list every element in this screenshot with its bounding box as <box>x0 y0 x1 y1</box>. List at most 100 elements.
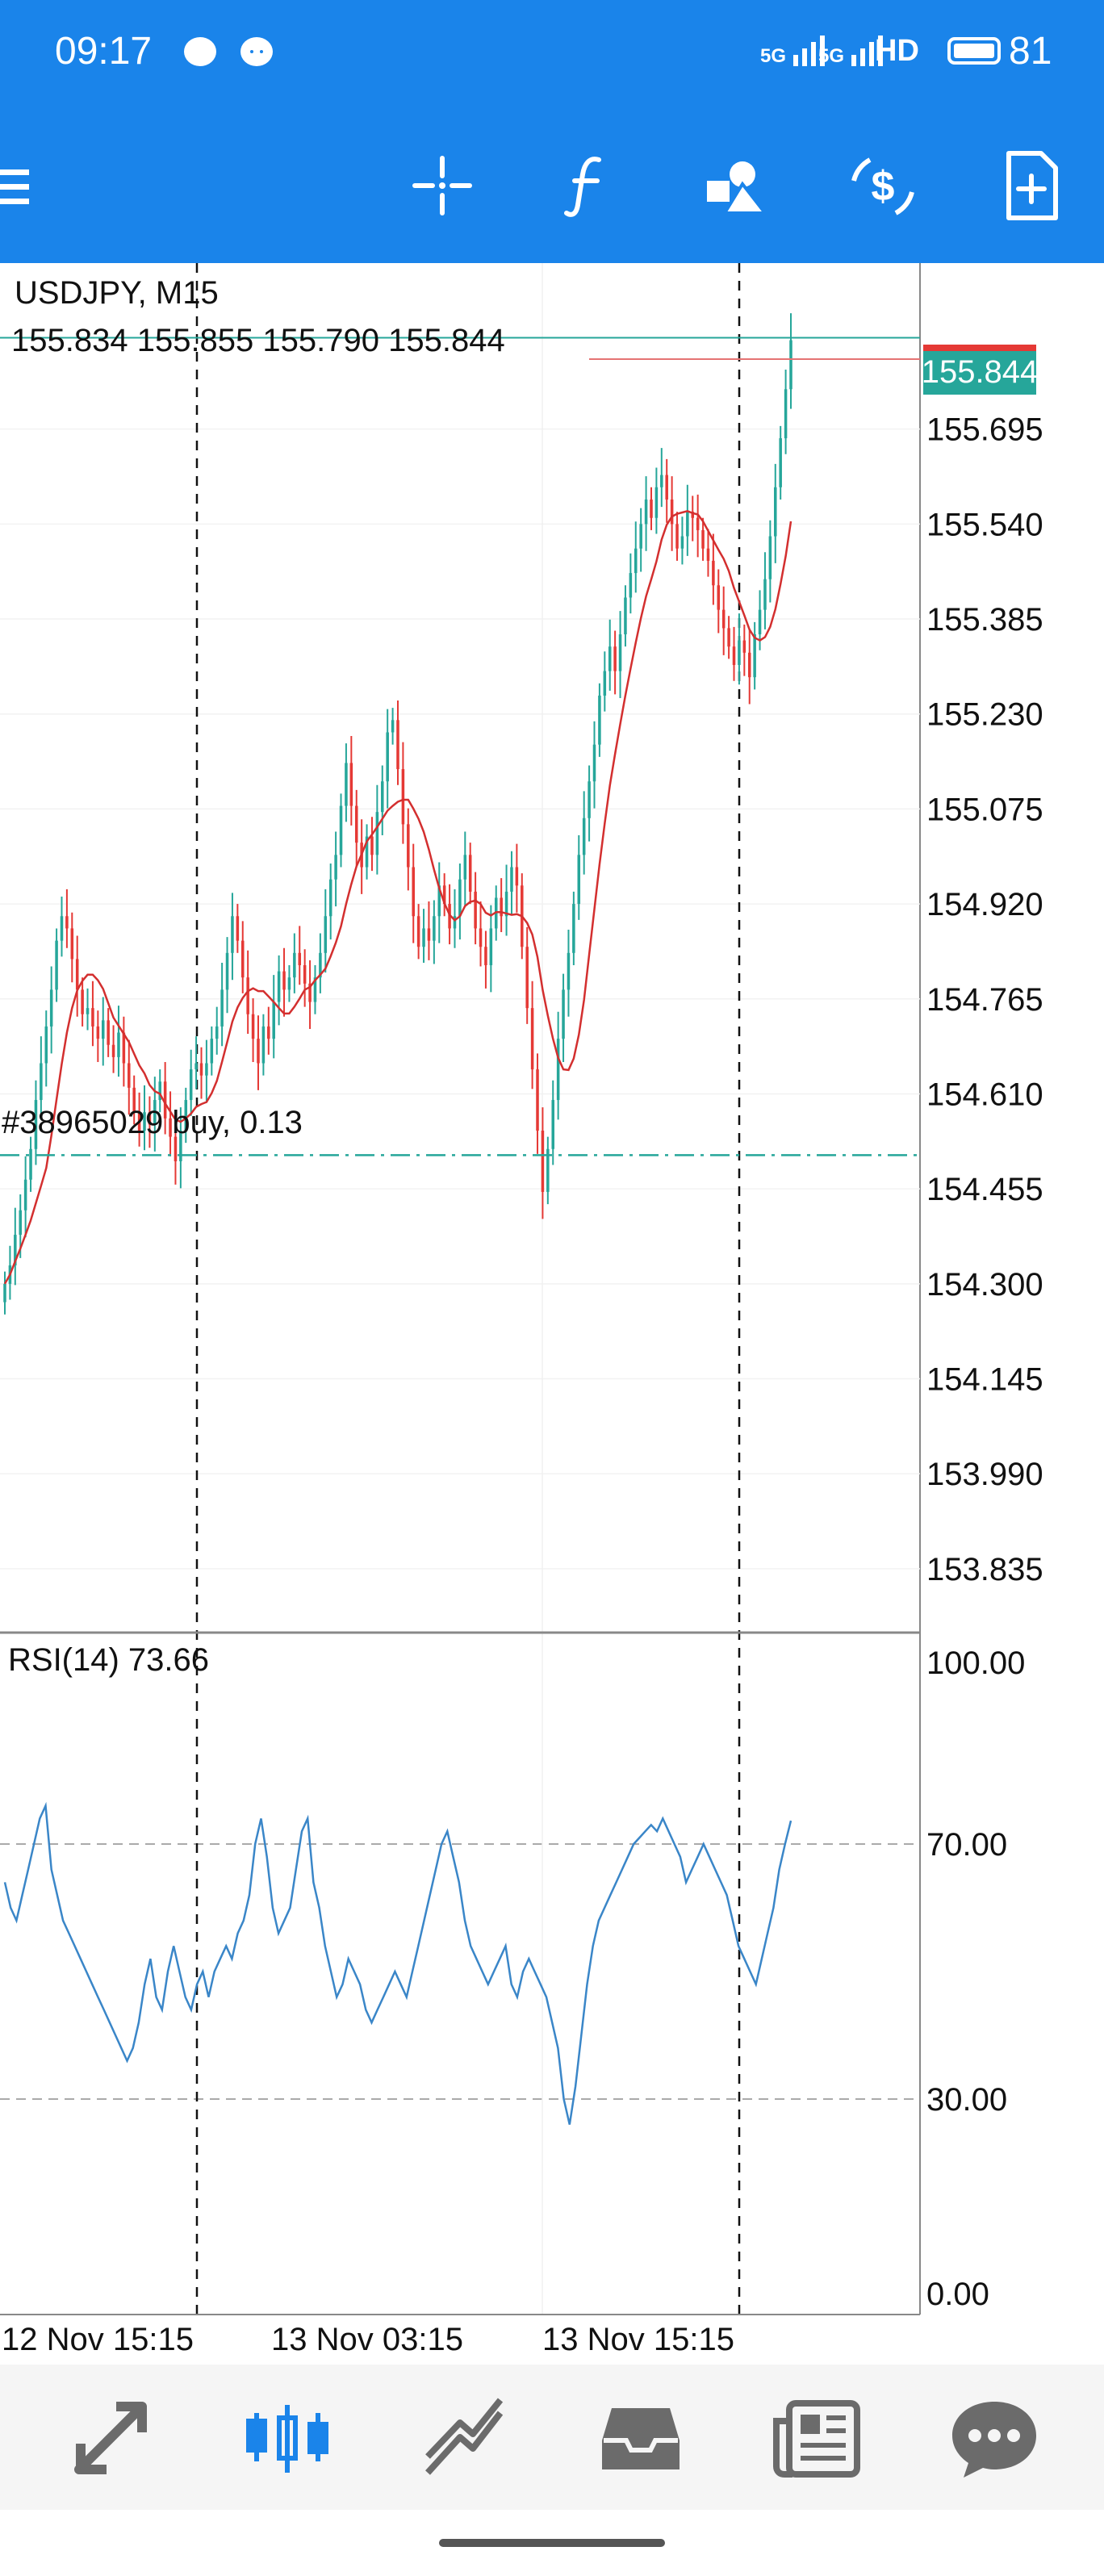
news-icon[interactable] <box>768 2389 865 2486</box>
rsi-axis: 100.00 70.00 30.00 0.00 <box>926 1646 1025 2312</box>
candle-body <box>774 487 777 537</box>
candle-body <box>536 1069 539 1131</box>
time-axis: 12 Nov 15:15 13 Nov 03:15 13 Nov 15:15 <box>2 2322 734 2357</box>
candle-body <box>556 1039 560 1101</box>
candle-body <box>132 1087 136 1113</box>
candle-body <box>70 928 74 960</box>
candle-body <box>91 1008 94 1027</box>
crosshair-icon[interactable] <box>402 145 483 226</box>
price-tick-label: 153.990 <box>926 1457 1043 1492</box>
candle-body <box>101 1020 105 1039</box>
candle-body <box>225 952 229 990</box>
trade-icon[interactable]: $ <box>843 145 923 226</box>
candle-body <box>246 977 249 1014</box>
candle-body <box>386 732 389 782</box>
candle-body <box>339 805 343 855</box>
candle-body <box>44 1026 48 1064</box>
rsi-label: RSI(14) 73.66 <box>8 1642 209 1678</box>
price-chart[interactable]: 155.695 155.540 155.385 155.230 155.075 154.9… <box>0 263 1104 2361</box>
candle-body <box>365 836 369 868</box>
candle-body <box>603 671 607 696</box>
price-tick-label: 153.835 <box>926 1552 1043 1587</box>
candle-body <box>433 916 436 941</box>
trade-icon[interactable] <box>416 2389 513 2486</box>
chat-bubble-icon <box>184 37 216 66</box>
candle-body <box>758 609 762 634</box>
candle-body <box>562 989 565 1039</box>
ohlc-label: 155.834 155.855 155.790 155.844 <box>11 323 505 358</box>
history-icon[interactable] <box>592 2389 689 2486</box>
candle-body <box>354 805 358 843</box>
candle-body <box>525 947 529 1009</box>
candle-body <box>391 720 395 733</box>
candle-body <box>122 1032 126 1064</box>
candle-body <box>789 340 792 390</box>
home-indicator[interactable] <box>439 2539 665 2547</box>
candle-body <box>727 628 730 647</box>
candle-body <box>194 1063 198 1070</box>
messages-icon[interactable] <box>946 2389 1043 2486</box>
candle-body <box>184 1100 188 1131</box>
candle-body <box>381 781 384 813</box>
candle-body <box>463 855 467 880</box>
candle-body <box>422 928 425 947</box>
candle-body <box>308 983 312 1002</box>
candle-body <box>370 836 374 855</box>
moving-average-line <box>3 509 792 1285</box>
price-tick-label: 154.300 <box>926 1267 1043 1303</box>
candle-body <box>396 720 399 770</box>
candle-body <box>148 1112 152 1125</box>
candle-body <box>163 1081 167 1119</box>
candle-body <box>282 971 286 990</box>
candle-body <box>500 897 503 917</box>
candle-body <box>261 1026 266 1064</box>
candle-body <box>23 1179 27 1211</box>
candle-body <box>747 652 751 678</box>
candle-body <box>401 769 405 825</box>
candle-body <box>241 940 245 978</box>
candle-body <box>784 389 788 439</box>
menu-icon[interactable] <box>0 145 81 226</box>
candle-body <box>298 952 302 965</box>
candle-body <box>210 1039 214 1064</box>
candle-body <box>34 1100 38 1149</box>
price-tick-label: 154.455 <box>926 1172 1043 1207</box>
hd-icon: HD <box>875 34 919 68</box>
indicators-icon[interactable] <box>549 145 629 226</box>
chart-icon[interactable] <box>239 2389 336 2486</box>
candle-body <box>75 959 79 990</box>
candle-body <box>205 1063 208 1076</box>
candle-body <box>686 512 689 537</box>
quotes-icon[interactable] <box>63 2389 160 2486</box>
rsi-tick-label: 100.00 <box>926 1646 1025 1681</box>
candle-body <box>303 965 307 984</box>
candle-body <box>618 634 622 671</box>
candle-body <box>143 1112 146 1131</box>
candle-body <box>598 695 601 745</box>
candle-body <box>665 475 668 500</box>
candle-body <box>701 529 705 549</box>
candle-body <box>179 1131 182 1161</box>
candle-body <box>86 1008 90 1014</box>
candle-body <box>742 640 746 653</box>
rsi-tick-label: 30.00 <box>926 2082 1007 2118</box>
candle-body <box>96 1026 100 1039</box>
candle-body <box>634 548 638 574</box>
order-label[interactable]: #38965029 buy, 0.13 <box>2 1105 303 1140</box>
candle-body <box>287 977 291 990</box>
candle-body <box>592 744 596 782</box>
candle-body <box>644 499 648 525</box>
candle-body <box>293 952 296 978</box>
objects-icon[interactable] <box>696 145 776 226</box>
candle-body <box>40 1063 43 1101</box>
current-price-badge <box>923 351 1036 395</box>
candle-body <box>319 952 322 978</box>
messenger-icon <box>240 37 273 66</box>
candle-body <box>137 1112 141 1131</box>
candle-body <box>19 1210 22 1236</box>
candle-body <box>489 928 493 965</box>
new-order-icon[interactable] <box>989 145 1070 226</box>
candle-body <box>345 763 348 806</box>
candle-body <box>732 646 736 665</box>
candle-body <box>753 634 756 678</box>
